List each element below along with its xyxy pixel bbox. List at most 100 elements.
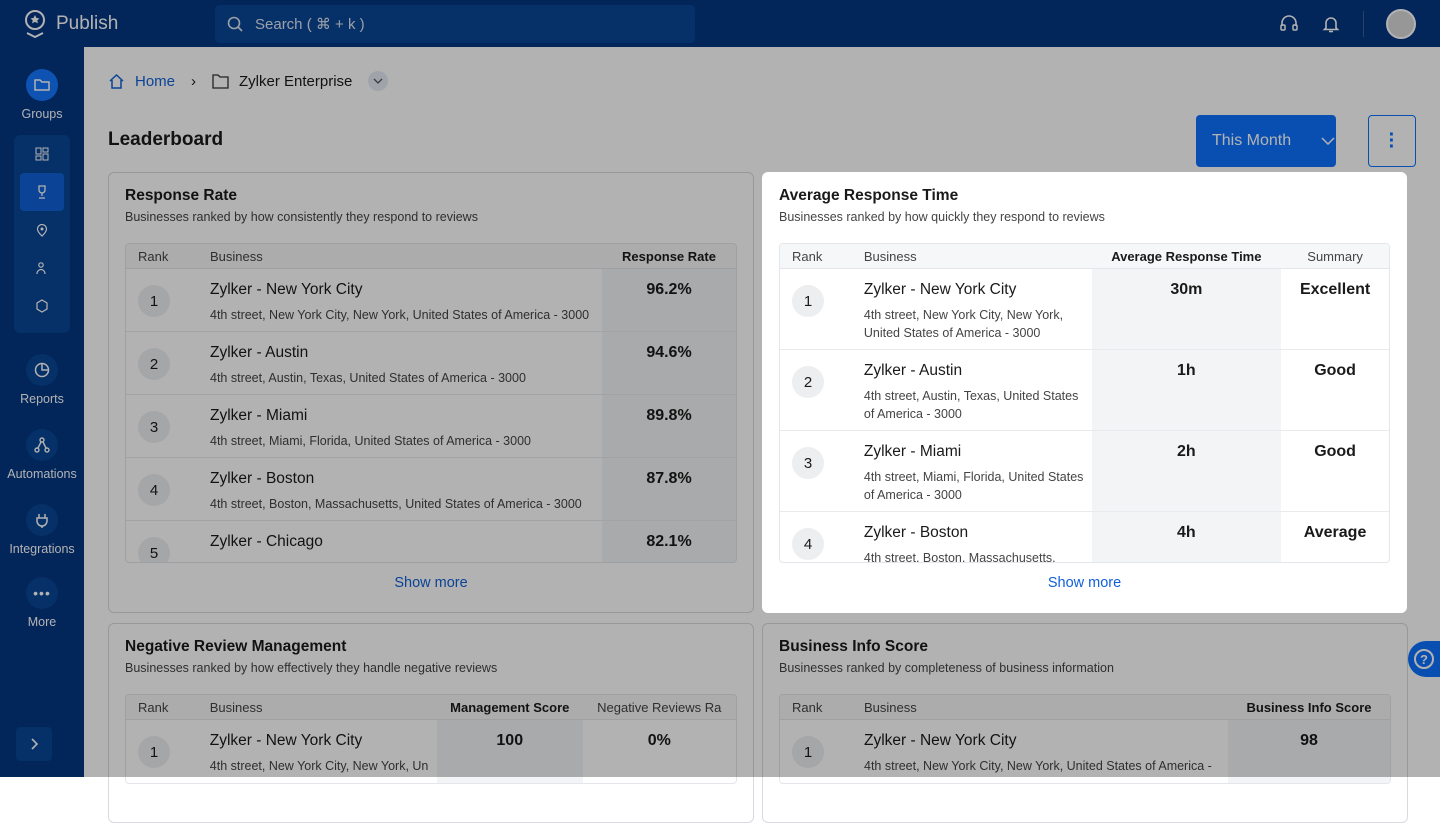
more-options-button[interactable]: · · · <box>1368 115 1416 167</box>
table-row[interactable]: 3 Zylker - Miami 4th street, Miami, Flori… <box>126 395 736 458</box>
sidebar-item-integrations[interactable]: Integrations <box>0 504 84 556</box>
table-row[interactable]: 1 Zylker - New York City 4th street, New … <box>126 720 736 783</box>
rank-badge: 1 <box>792 736 824 768</box>
app-logo[interactable]: Publish <box>22 9 215 39</box>
dashboard-icon[interactable] <box>14 135 70 173</box>
table-row[interactable]: 2 Zylker - Austin 4th street, Austin, Tex… <box>780 350 1389 431</box>
business-name: Zylker - Boston <box>210 470 315 487</box>
alert-hexagon-icon[interactable] <box>14 287 70 325</box>
business-address: 4th street, New York City, New York, Uni… <box>864 759 1212 773</box>
business-address: 4th street, Miami, Florida, United State… <box>210 434 531 448</box>
sidebar-item-groups[interactable]: Groups <box>0 69 84 121</box>
table-row[interactable]: 1 Zylker - New York City 4th street, New … <box>780 720 1390 783</box>
column-header[interactable]: Average Response Time <box>1111 248 1262 264</box>
column-header: Rank <box>792 248 823 264</box>
table-row[interactable]: 5 Zylker - Chicago 82.1% <box>126 521 736 562</box>
breadcrumb: Home › Zylker Enterprise <box>108 71 389 91</box>
bell-icon[interactable] <box>1321 14 1341 34</box>
business-name: Zylker - New York City <box>864 732 1017 749</box>
rank-badge: 1 <box>138 736 170 768</box>
business-name: Zylker - New York City <box>863 281 1017 298</box>
rank-badge: 2 <box>792 366 824 398</box>
response-rate-card: Response Rate Businesses ranked by how c… <box>108 172 754 613</box>
table-row[interactable]: 2 Zylker - Austin 4th street, Austin, Tex… <box>126 332 736 395</box>
avatar[interactable] <box>1386 8 1416 39</box>
business-address: 4th street, Boston, Massachusetts, Unite… <box>210 497 582 511</box>
column-header: Rank <box>138 248 169 264</box>
show-more-link[interactable]: Show more <box>394 575 468 591</box>
metric-value: 82.1% <box>602 521 736 562</box>
average-response-time-card: Average Response Time Businesses ranked … <box>762 172 1407 613</box>
summary-value: Good <box>1314 362 1356 379</box>
search-icon <box>227 16 243 32</box>
column-header[interactable]: Management Score <box>450 699 570 715</box>
management-score: 100 <box>437 720 583 783</box>
headset-icon[interactable] <box>1279 14 1299 34</box>
column-header: Business <box>210 248 263 264</box>
chevron-down-icon <box>1321 137 1335 145</box>
business-address: 4th street, New York City, New York, Uni… <box>210 308 590 322</box>
column-header[interactable]: Summary <box>1307 248 1363 264</box>
business-name: Zylker - Chicago <box>210 533 323 550</box>
rank-badge: 3 <box>138 411 170 443</box>
metric-value: 1h <box>1091 350 1282 430</box>
plug-icon <box>36 514 48 528</box>
table-row[interactable]: 1 Zylker - New York City 4th street, New … <box>780 269 1389 350</box>
rank-badge: 4 <box>138 474 170 506</box>
sidebar-item-more[interactable]: ••• More <box>0 577 84 629</box>
rank-badge: 2 <box>138 348 170 380</box>
pie-chart-icon <box>34 362 50 378</box>
breadcrumb-home[interactable]: Home <box>135 72 176 90</box>
business-name: Zylker - New York City <box>210 281 363 298</box>
card-subtitle: Businesses ranked by how quickly they re… <box>779 210 1105 224</box>
table-row[interactable]: 1 Zylker - New York City 4th street, New … <box>126 269 736 332</box>
metric-value: 87.8% <box>602 458 736 520</box>
help-button[interactable]: ? <box>1408 641 1440 677</box>
top-bar: Publish Search ( ⌘ + k ) <box>0 0 1440 47</box>
sidebar-label: Groups <box>21 107 63 121</box>
summary-value: Good <box>1314 443 1356 460</box>
folder-icon <box>212 73 229 89</box>
sidebar: Groups Reports Automations Integrations … <box>0 47 84 777</box>
business-address: 4th street, Miami, Florida, United State… <box>863 470 1084 502</box>
expand-sidebar-button[interactable] <box>16 727 52 761</box>
chevron-down-icon[interactable] <box>368 71 389 91</box>
ellipsis-icon: ••• <box>33 585 51 601</box>
column-header: Rank <box>792 699 823 715</box>
business-name: Zylker - New York City <box>209 732 363 749</box>
table-row[interactable]: 4 Zylker - Boston 4th street, Boston, Mas… <box>780 512 1389 563</box>
card-title: Negative Review Management <box>125 638 347 655</box>
breadcrumb-current: Zylker Enterprise <box>239 72 353 90</box>
sidebar-item-automations[interactable]: Automations <box>0 429 84 481</box>
column-header: Business <box>864 699 917 715</box>
show-more-link[interactable]: Show more <box>1047 575 1122 591</box>
sidebar-item-reports[interactable]: Reports <box>0 354 84 406</box>
users-icon[interactable] <box>14 249 70 287</box>
business-info-table: Rank Business Business Info Score 1 Zylk… <box>779 694 1391 784</box>
business-address: 4th street, Boston, Massachusetts, Unite… <box>863 551 1056 563</box>
column-header: Business <box>863 248 917 264</box>
column-header[interactable]: Negative Reviews Ra <box>597 699 722 715</box>
search-input[interactable]: Search ( ⌘ + k ) <box>215 4 695 43</box>
sidebar-label: Reports <box>20 392 64 406</box>
average-response-table: Rank Business Average Response Time Summ… <box>779 243 1390 563</box>
publish-logo-icon <box>25 9 45 38</box>
business-name: Zylker - Austin <box>863 362 963 379</box>
business-name: Zylker - Miami <box>210 407 308 424</box>
location-icon[interactable] <box>14 211 70 249</box>
metric-value: 30m <box>1091 269 1282 349</box>
period-dropdown[interactable]: This Month <box>1196 115 1336 167</box>
card-subtitle: Businesses ranked by how effectively the… <box>125 661 498 675</box>
card-subtitle: Businesses ranked by completeness of bus… <box>779 661 1114 675</box>
trophy-icon[interactable] <box>20 173 64 211</box>
breadcrumb-separator-icon: › <box>191 72 197 90</box>
table-row[interactable]: 3 Zylker - Miami 4th street, Miami, Flori… <box>780 431 1389 512</box>
sidebar-label: Integrations <box>9 542 75 556</box>
rank-badge: 4 <box>792 528 824 560</box>
column-header[interactable]: Business Info Score <box>1246 699 1372 715</box>
business-address: 4th street, New York City, New York, Uni… <box>863 308 1064 340</box>
table-row[interactable]: 4 Zylker - Boston 4th street, Boston, Mas… <box>126 458 736 521</box>
rank-badge: 3 <box>792 447 824 479</box>
column-header[interactable]: Response Rate <box>622 248 716 264</box>
kebab-icon: · · · <box>1388 124 1396 158</box>
